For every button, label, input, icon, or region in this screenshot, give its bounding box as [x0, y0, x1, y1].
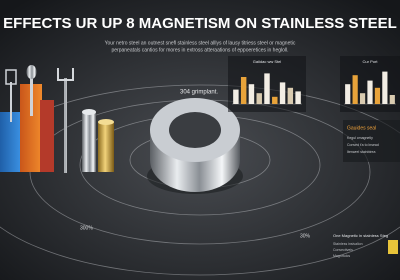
- mini-bar: [367, 80, 373, 104]
- props: [0, 65, 114, 173]
- mini-bar: [240, 77, 247, 104]
- mini-bar: [295, 91, 301, 104]
- mini-bar: [248, 84, 255, 104]
- note: One Magnetic in stainless Steg Stainless…: [333, 233, 398, 258]
- mini-bar: [359, 93, 366, 104]
- mini-bar: [272, 96, 278, 104]
- mini-bar: [374, 87, 381, 104]
- mini-bar: [352, 75, 358, 104]
- mini-chart-title: Cur Port: [363, 59, 379, 64]
- legend-item: Conved t'a to lnsead: [347, 143, 379, 147]
- mini-bar: [389, 95, 395, 104]
- mini-chart-title: Gaiidac ww Stel: [253, 59, 282, 64]
- subtitle: perpaneatals cantios for mores in extros…: [111, 47, 288, 53]
- mini-bar: [264, 73, 270, 104]
- orbit-label: 30%: [300, 233, 311, 239]
- subtitle: Your netro steel an outnest snefl stainl…: [105, 40, 296, 46]
- legend-item: Kegul cmagnetly: [347, 136, 373, 140]
- mini-bar: [279, 82, 286, 104]
- mini-bar: [345, 84, 351, 104]
- mini-charts: Gaiidac ww Stel Cur Port: [228, 56, 400, 112]
- orbit-label: 300%: [80, 225, 93, 231]
- mini-bar: [287, 87, 294, 104]
- note-line: Stainless insivalion: [333, 242, 363, 246]
- mini-bar: [233, 89, 239, 104]
- note-title: One Magnetic in stainless Steg: [333, 233, 388, 238]
- mini-bar: [256, 93, 262, 104]
- note-line: Convectiveis: [333, 248, 353, 252]
- legend-title: Gauides seal: [347, 125, 376, 131]
- steel-ring: [147, 98, 243, 194]
- mini-bar: [382, 71, 388, 104]
- legend-item: Itenwrel stainbirea: [347, 150, 375, 154]
- title: EFFECTS UR UP 8 MAGNETISM ON STAINLESS S…: [3, 15, 397, 32]
- ring-label: 304 grimplant.: [180, 90, 218, 96]
- legend: Gauides seal Kegul cmagnetly Conved t'a …: [343, 120, 400, 162]
- note-line: Magnrtuics: [333, 254, 350, 258]
